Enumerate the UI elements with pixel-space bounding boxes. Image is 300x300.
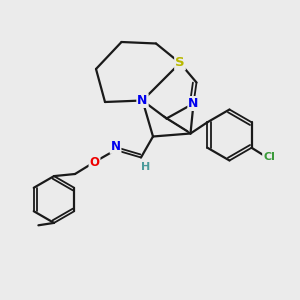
Text: Cl: Cl (263, 152, 275, 162)
Text: S: S (175, 56, 185, 70)
Text: N: N (137, 94, 148, 107)
Text: O: O (89, 155, 100, 169)
Text: H: H (141, 161, 150, 172)
Text: N: N (188, 97, 199, 110)
Text: N: N (110, 140, 121, 153)
